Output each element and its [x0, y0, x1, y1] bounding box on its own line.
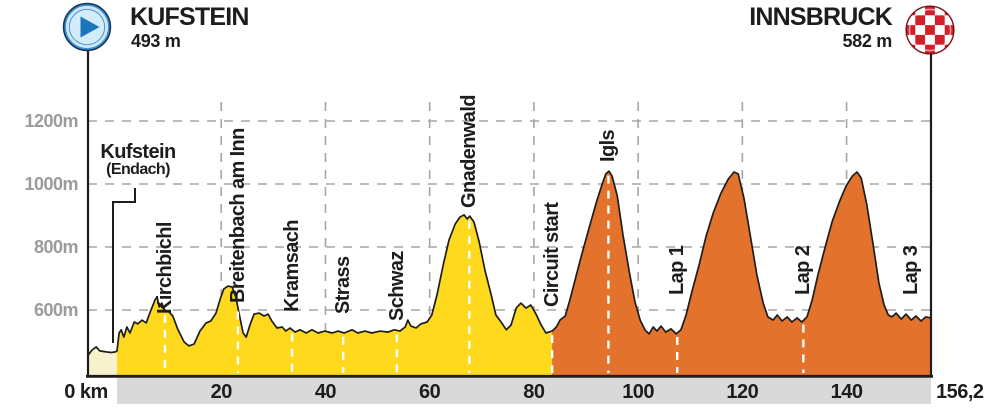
y-axis-tick-label: 600m	[33, 300, 79, 320]
start-town-elevation: 493 m	[131, 31, 181, 51]
x-axis-tick-label: 120	[726, 381, 759, 403]
x-axis-tick-label: 20	[210, 381, 233, 403]
waypoint-label: Lap 1	[666, 245, 689, 295]
profile-area-circuit-section	[552, 171, 931, 377]
x-axis-tick-label: 40	[314, 381, 337, 403]
y-axis-tick-label: 800m	[33, 237, 79, 257]
waypoint-label: Kufstein	[100, 141, 176, 163]
waypoint-label: Strass	[332, 256, 355, 314]
waypoint-label: Lap 3	[899, 245, 922, 295]
start-callout-bracket	[112, 188, 136, 343]
x-axis-end-label: 156,2	[936, 381, 984, 403]
waypoint-label: Igls	[597, 129, 620, 162]
waypoint-label: Kramsach	[281, 220, 304, 312]
waypoint-label: Kirchbichl	[153, 222, 176, 314]
waypoint-label: Circuit start	[541, 202, 564, 307]
waypoint-label: Gnadenwald	[458, 95, 481, 208]
waypoint-label: Lap 2	[792, 245, 815, 295]
profile-outline	[87, 170, 932, 357]
x-axis-tick-label: 80	[523, 381, 545, 403]
x-axis-tick-label: 100	[622, 381, 655, 403]
x-axis-tick-label: 0 km	[64, 381, 108, 403]
km-band	[117, 378, 931, 404]
x-axis-tick-label: 140	[830, 381, 863, 403]
profile-area-neutral-rollout	[87, 346, 117, 377]
y-axis-tick-label: 1000m	[24, 174, 78, 194]
waypoint-sublabel: (Endach)	[106, 161, 170, 178]
waypoint-label: Breitenbach am Inn	[226, 128, 249, 303]
waypoint-label: Schwaz	[385, 251, 408, 321]
x-axis-tick-label: 60	[419, 381, 441, 403]
waypoint-start-callout: Kufstein (Endach)	[92, 142, 184, 178]
y-axis-tick-label: 1200m	[24, 111, 78, 131]
finish-town-elevation: 582 m	[842, 31, 892, 51]
start-town-name: KUFSTEIN	[130, 3, 249, 31]
profile-area-valley-section	[117, 214, 553, 377]
finish-town-name: INNSBRUCK	[749, 3, 893, 31]
